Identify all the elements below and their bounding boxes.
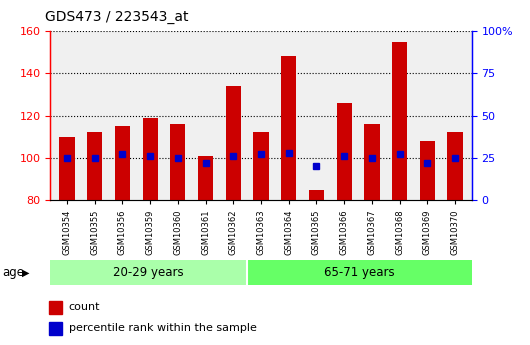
Bar: [59, 137, 75, 200]
Text: percentile rank within the sample: percentile rank within the sample: [68, 323, 257, 333]
Text: count: count: [68, 303, 100, 313]
Text: GDS473 / 223543_at: GDS473 / 223543_at: [45, 10, 189, 24]
Text: ▶: ▶: [22, 268, 30, 277]
Bar: [50, 260, 247, 285]
Bar: [420, 141, 435, 200]
Text: 20-29 years: 20-29 years: [113, 266, 184, 279]
Bar: [143, 118, 158, 200]
Bar: [337, 103, 352, 200]
Bar: [49, 322, 62, 335]
Bar: [309, 189, 324, 200]
Text: age: age: [3, 266, 25, 279]
Bar: [447, 132, 463, 200]
Bar: [364, 124, 379, 200]
Bar: [281, 57, 296, 200]
Bar: [392, 42, 407, 200]
Bar: [247, 260, 472, 285]
Bar: [87, 132, 102, 200]
Bar: [115, 126, 130, 200]
Bar: [253, 132, 269, 200]
Bar: [170, 124, 185, 200]
Bar: [198, 156, 213, 200]
Bar: [226, 86, 241, 200]
Text: 65-71 years: 65-71 years: [324, 266, 395, 279]
Bar: [49, 301, 62, 314]
